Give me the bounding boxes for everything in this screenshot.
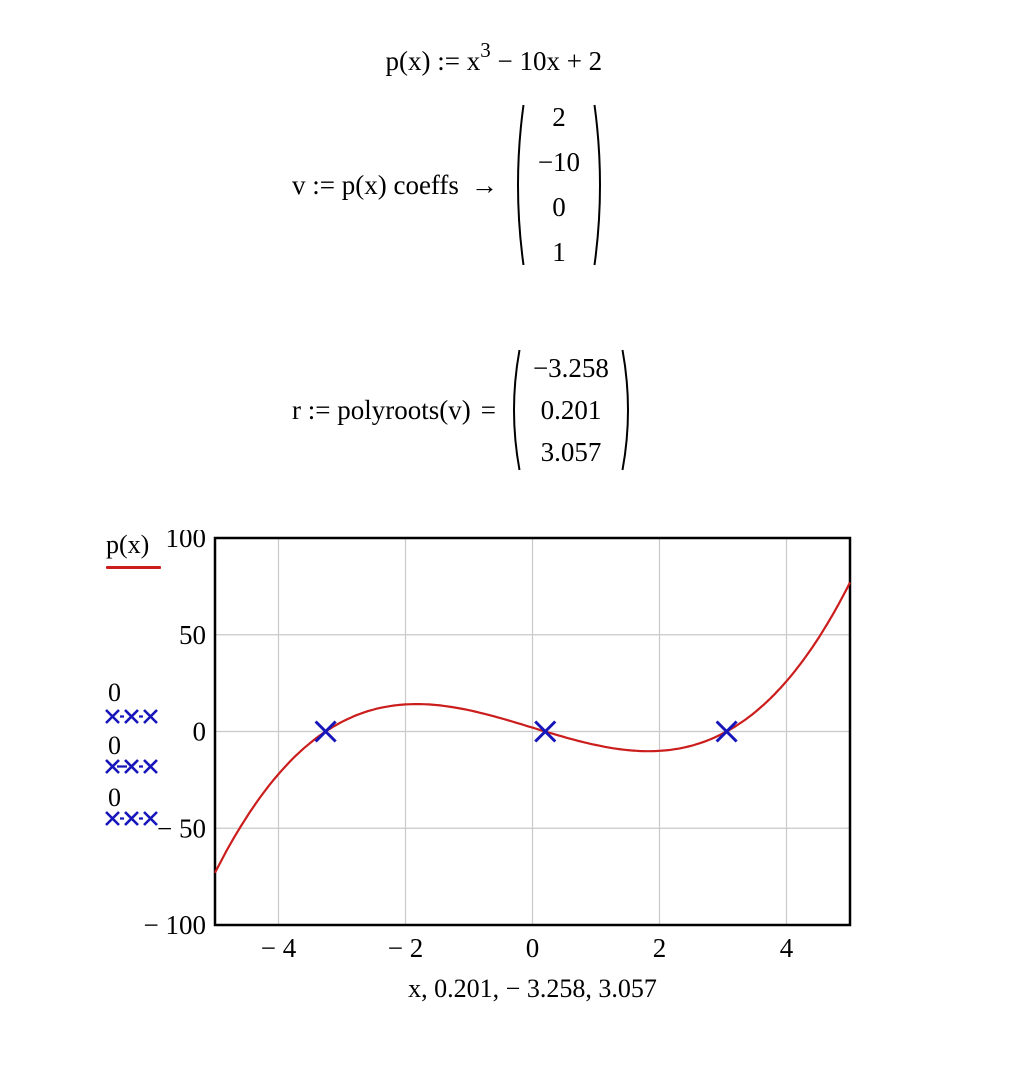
equals-sign: = (480, 394, 496, 425)
x-marker-sample-icon (105, 759, 158, 774)
legend-trace-px-label: p(x) (106, 530, 150, 559)
plot-canvas[interactable]: 100 50 0 − 50 − 100 − 4 − 2 0 2 4 x, 0.201, − 3.25… (130, 530, 910, 1025)
x-tick-label: 4 (780, 933, 794, 963)
plot-border (213, 536, 852, 927)
evaluate-symbolically-arrow: → (470, 169, 498, 200)
x-axis-expression: x, 0.201, − 3.258, 3.057 (408, 974, 657, 1003)
legend-trace-root1-label: 0 (108, 678, 121, 707)
equation-definition-exponent: 3 (480, 38, 491, 62)
y-tick-label: 100 (166, 530, 207, 553)
x-tick-label: − 2 (388, 933, 423, 963)
coeffs-vector-row: 2 (552, 102, 566, 132)
coeffs-vector: 2 −10 0 1 (510, 95, 608, 275)
x-marker-sample-icon (105, 709, 158, 724)
right-paren-icon (621, 349, 629, 471)
x-tick-label: − 4 (261, 933, 297, 963)
coeffs-vector-row: −10 (537, 147, 581, 177)
equation-definition-rest: − 10x + 2 (490, 46, 603, 76)
left-paren-icon (512, 349, 521, 471)
left-paren-icon (516, 104, 525, 266)
xy-plot-region[interactable]: p(x) 0 0 0 100 50 0 − 50 − 100 − 4 − 2 0 2 4 x, 0.… (0, 525, 1021, 1025)
y-tick-label: 50 (179, 620, 206, 650)
equation-coeffs-lhs: v := p(x) coeffs (292, 169, 459, 200)
roots-vector-row: 3.057 (540, 437, 602, 467)
roots-vector-row: 0.201 (540, 395, 602, 425)
equation-coeffs[interactable]: v := p(x) coeffs → 2 −10 0 1 (292, 100, 608, 270)
root-marker (715, 720, 738, 743)
roots-vector: −3.258 0.201 3.057 (506, 347, 636, 473)
y-tick-label: − 50 (157, 813, 206, 843)
legend-trace-root3-label: 0 (108, 783, 121, 812)
legend-trace-px: p(x) (106, 530, 161, 569)
equation-definition-base: p(x) := x (385, 46, 481, 76)
coeffs-vector-row: 0 (552, 192, 566, 222)
roots-vector-row: −3.258 (532, 353, 609, 383)
root-marker (534, 720, 557, 743)
x-marker-sample-icon (105, 811, 158, 826)
y-tick-label: − 100 (144, 910, 206, 940)
right-paren-icon (593, 104, 601, 266)
coeffs-vector-row: 1 (552, 237, 566, 267)
equation-polyroots[interactable]: r := polyroots(v) = −3.258 0.201 3.057 (292, 346, 636, 474)
legend-trace-root2-label: 0 (108, 731, 121, 760)
equation-polynomial-definition[interactable]: p(x) := x3 − 10x + 2 (372, 7, 603, 77)
legend-curve-sample (106, 566, 161, 569)
x-tick-label: 2 (653, 933, 667, 963)
equation-polyroots-lhs: r := polyroots(v) (292, 394, 471, 425)
x-tick-label: 0 (526, 933, 540, 963)
root-marker (314, 720, 337, 743)
y-tick-label: 0 (193, 717, 207, 747)
